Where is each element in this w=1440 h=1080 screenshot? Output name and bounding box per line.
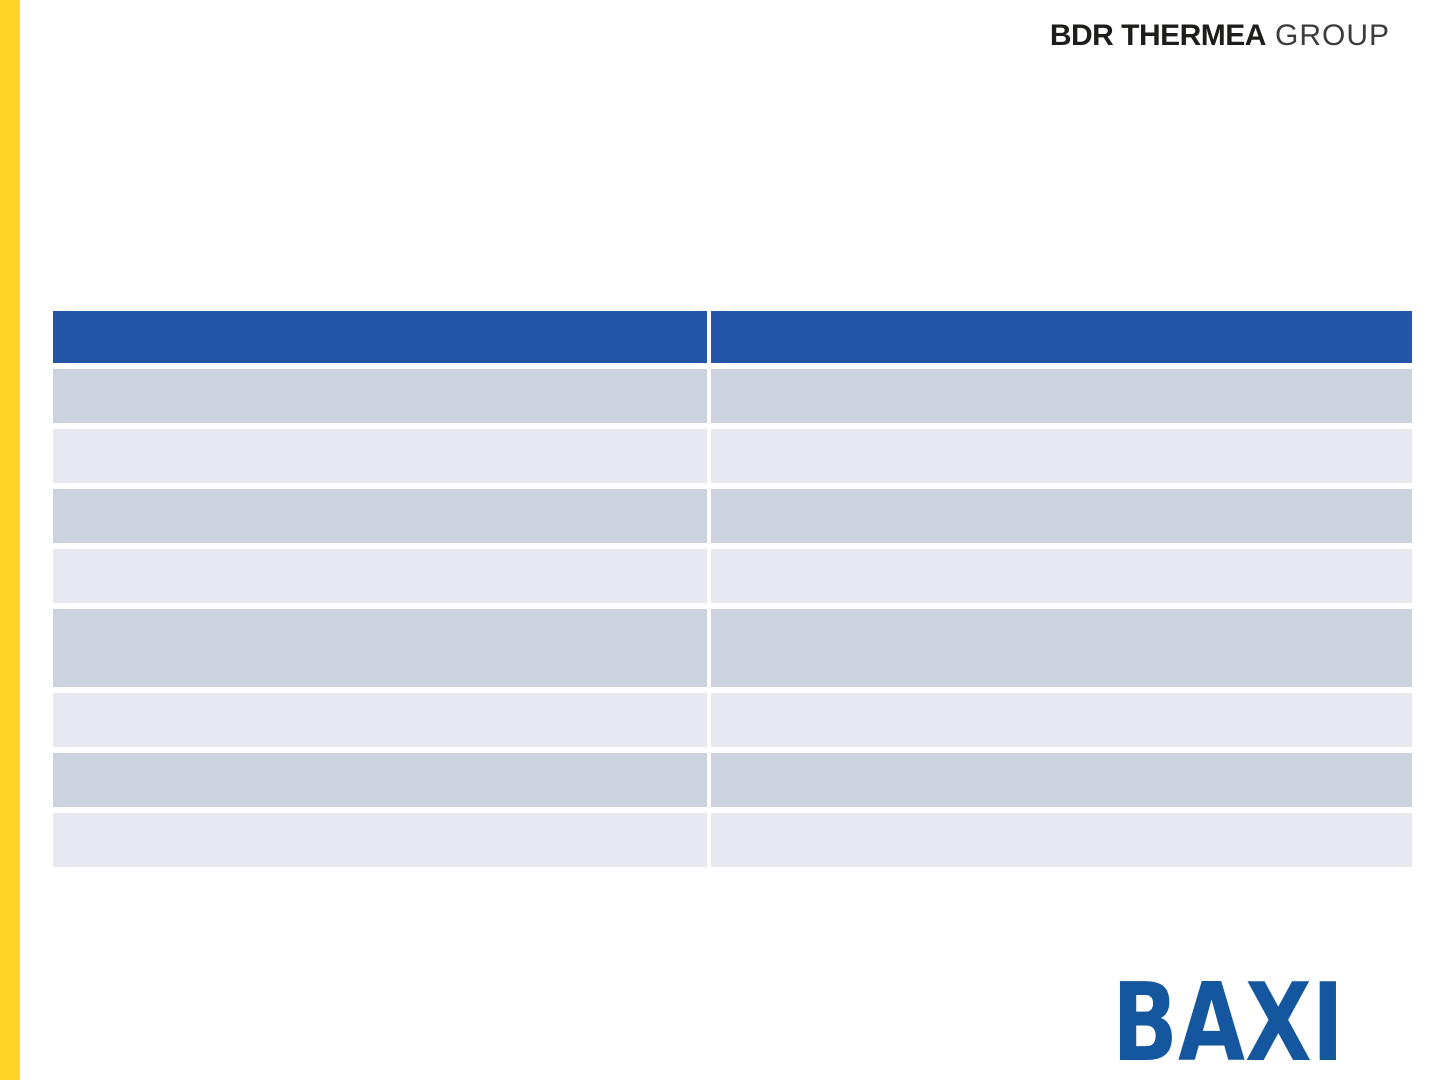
table-cell [53, 549, 707, 603]
table-cell [53, 753, 707, 807]
table-cell [53, 693, 707, 747]
table-cell [53, 609, 707, 687]
table-cell [53, 813, 707, 867]
table-cell [711, 813, 1412, 867]
table-cell [711, 609, 1412, 687]
data-table [53, 311, 1412, 867]
baxi-logo: BAXI [1112, 976, 1344, 1071]
table-cell [711, 369, 1412, 423]
table-cell [53, 369, 707, 423]
left-accent-bar [0, 0, 20, 1080]
table-cell [711, 489, 1412, 543]
table-header-cell [53, 311, 707, 363]
baxi-logo-text: BAXI [1112, 976, 1344, 1071]
table-cell [711, 429, 1412, 483]
table-cell [53, 489, 707, 543]
bdr-thermea-logo-light-text: GROUP [1274, 19, 1390, 52]
bdr-thermea-group-logo: BDR THERMEA GROUP [1050, 21, 1390, 51]
table-cell [711, 693, 1412, 747]
table-cell [53, 429, 707, 483]
table-cell [711, 753, 1412, 807]
bdr-thermea-logo-bold-text: BDR THERMEA [1049, 19, 1267, 52]
table-header-cell [711, 311, 1412, 363]
table-cell [711, 549, 1412, 603]
